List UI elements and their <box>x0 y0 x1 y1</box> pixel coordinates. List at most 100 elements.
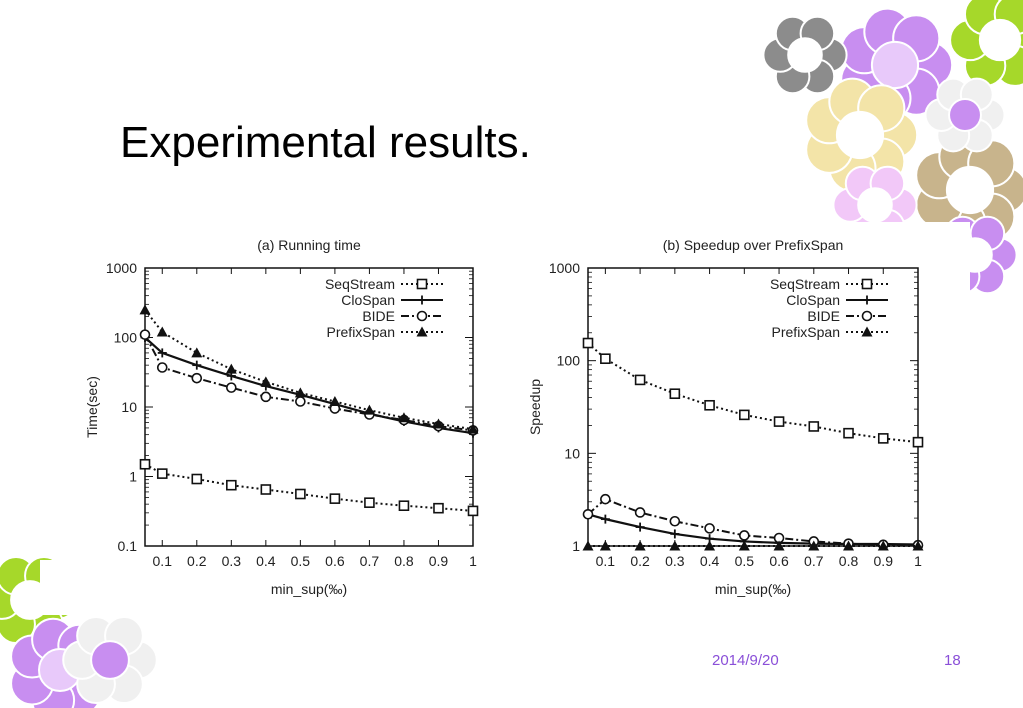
data-point <box>877 540 889 551</box>
data-point <box>191 372 203 384</box>
footer-page-number: 18 <box>944 652 961 669</box>
data-point <box>877 433 889 444</box>
data-point <box>670 529 680 539</box>
footer-date: 2014/9/20 <box>712 652 779 669</box>
data-point <box>635 522 645 532</box>
legend-marker <box>417 295 427 305</box>
data-point <box>139 458 151 470</box>
data-point <box>773 416 785 427</box>
data-point <box>600 514 610 524</box>
data-point <box>582 508 594 520</box>
data-point <box>226 479 237 491</box>
legend-marker <box>416 278 428 290</box>
flower-purple-tr-center <box>870 40 920 90</box>
data-point <box>364 497 375 508</box>
data-point <box>467 423 479 434</box>
x-tick-label: 0.5 <box>291 553 311 569</box>
legend-marker <box>862 295 872 305</box>
series-prefixspan <box>582 540 924 551</box>
series-seqstream <box>582 337 924 448</box>
data-point <box>582 540 594 551</box>
legend-label: CloSpan <box>786 292 840 308</box>
data-point <box>139 304 151 315</box>
series-prefixspan <box>139 304 479 434</box>
data-point <box>398 500 410 512</box>
flower-tan-tr-center <box>945 165 995 215</box>
data-point <box>156 362 168 373</box>
data-point <box>704 399 715 411</box>
y-tick-label: 10 <box>121 399 137 415</box>
plot-frame <box>144 267 474 547</box>
x-tick-label: 0.6 <box>769 553 789 569</box>
data-point <box>843 427 854 439</box>
series-line <box>587 342 919 444</box>
y-tick-label: 1000 <box>106 260 137 276</box>
y-tick-label: 1 <box>129 469 137 485</box>
flower-top-right-grey <box>762 0 1023 295</box>
x-tick-label: 1 <box>469 553 477 569</box>
data-point <box>225 363 237 374</box>
data-point <box>634 540 646 551</box>
data-point <box>704 523 715 534</box>
legend-label: PrefixSpan <box>327 324 395 340</box>
y-tick-label: 1000 <box>549 260 580 276</box>
running-time-chart: (a) Running time 0.1 0.2 0.3 0.4 0.5 0.6 0.7 0.8… <box>84 237 479 597</box>
flower-white-bl-center <box>90 640 130 680</box>
y-axis-label: Speedup <box>527 379 543 435</box>
flower-cream-tr-center <box>835 110 885 160</box>
legend-marker <box>861 310 873 322</box>
data-point <box>156 326 168 337</box>
data-point <box>773 540 785 551</box>
x-axis-label: min_sup(‰) <box>715 581 791 597</box>
flower-grey-tr <box>762 15 848 95</box>
legend-label: BIDE <box>362 308 395 324</box>
data-point <box>329 395 341 406</box>
data-point <box>139 329 151 340</box>
data-point <box>157 348 167 358</box>
data-point <box>432 418 444 429</box>
series-seqstream <box>139 458 479 517</box>
legend-label: PrefixSpan <box>772 324 840 340</box>
data-point <box>260 484 272 495</box>
series-bide <box>139 329 479 436</box>
data-point <box>669 515 681 527</box>
data-point <box>260 391 272 403</box>
x-tick-label: 0.9 <box>429 553 449 569</box>
series-clospan <box>583 509 923 549</box>
legend-marker <box>416 310 428 322</box>
x-tick-label: 0.6 <box>325 553 345 569</box>
legend-label: CloSpan <box>341 292 395 308</box>
legend-marker <box>861 326 873 337</box>
data-point <box>363 404 375 415</box>
data-point <box>634 374 646 386</box>
y-tick-label: 100 <box>557 353 581 369</box>
data-point <box>398 412 410 423</box>
content-mask-tr <box>830 222 970 312</box>
legend-marker <box>416 326 428 337</box>
data-point <box>294 387 306 398</box>
x-axis-label: min_sup(‰) <box>271 581 347 597</box>
data-point <box>329 493 341 504</box>
data-point <box>226 382 237 393</box>
y-tick-label: 1 <box>572 538 580 554</box>
legend-label: SeqStream <box>325 276 395 292</box>
data-point <box>582 337 594 349</box>
data-point <box>600 353 611 365</box>
flower-white-bl <box>62 615 158 705</box>
legend-label: SeqStream <box>770 276 840 292</box>
data-point <box>260 376 272 387</box>
data-point <box>192 360 202 370</box>
y-tick-label: 100 <box>114 330 138 346</box>
data-point <box>669 540 681 551</box>
x-tick-label: 0.8 <box>394 553 414 569</box>
x-tick-label: 0.7 <box>804 553 824 569</box>
data-point <box>600 493 611 505</box>
x-tick-label: 0.9 <box>874 553 894 569</box>
x-tick-label: 1 <box>914 553 922 569</box>
data-point <box>704 540 716 551</box>
x-tick-label: 0.2 <box>630 553 650 569</box>
x-tick-label: 0.2 <box>187 553 207 569</box>
data-point <box>669 388 681 400</box>
x-tick-label: 0.1 <box>596 553 616 569</box>
data-point <box>599 540 611 551</box>
